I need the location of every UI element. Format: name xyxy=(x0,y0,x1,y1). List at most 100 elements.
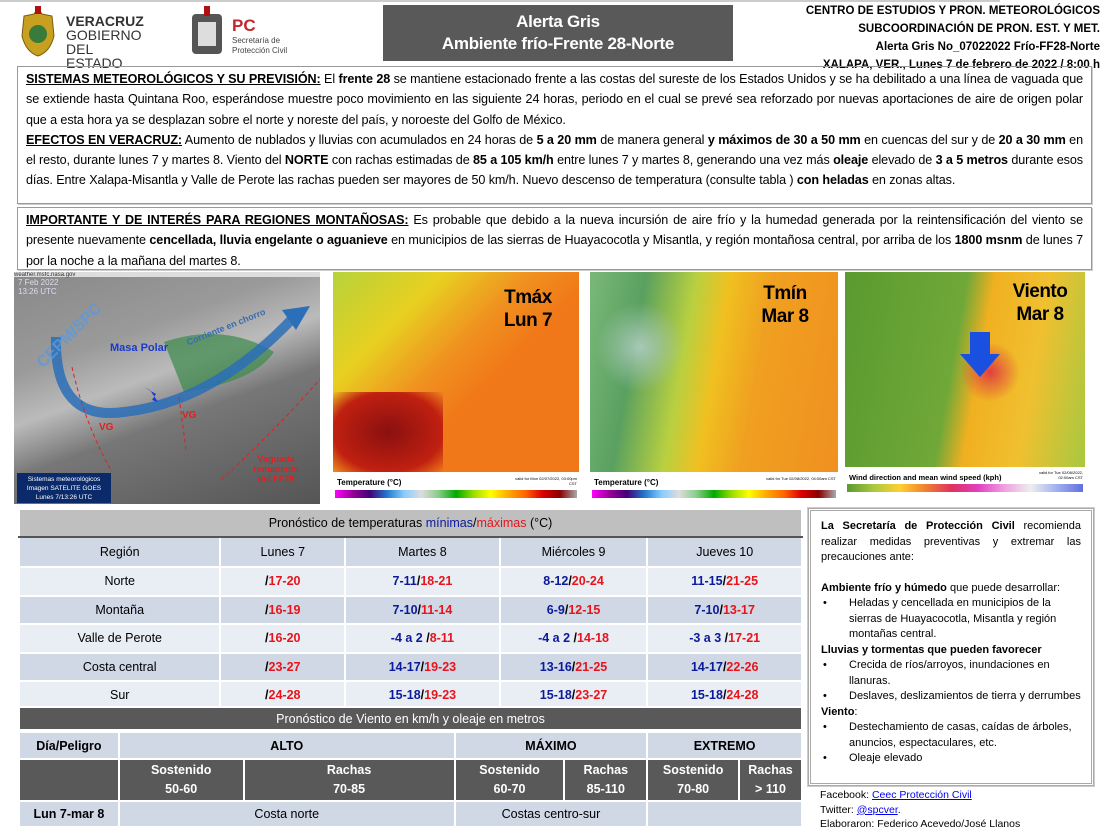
twitter-link[interactable]: @spcver xyxy=(856,803,898,816)
max-temp: 23-27 xyxy=(268,659,301,674)
temp-cell: 14-17/19-23 xyxy=(344,651,501,682)
threshold-value: > 110 xyxy=(755,782,786,796)
region-cell: Valle de Perote xyxy=(17,623,222,654)
logo-line: VERACRUZ xyxy=(66,13,144,29)
bold-text: NORTE xyxy=(284,153,329,168)
min-temp: -3 a 3 xyxy=(689,631,725,646)
pc-shield-icon xyxy=(192,6,222,54)
max-temp: 21-25 xyxy=(575,659,608,674)
paragraph: IMPORTANTE Y DE INTERÉS PARA REGIONES MO… xyxy=(26,210,1083,271)
text: elevado de xyxy=(868,153,936,168)
intro-bold: La Secretaría de Protección Civil xyxy=(821,520,1015,532)
separator: / xyxy=(573,631,577,646)
bold-text: 5 a 20 mm xyxy=(536,132,597,147)
separator: / xyxy=(265,659,269,674)
column-header: Miércoles 9 xyxy=(498,536,649,568)
facebook-link[interactable]: Ceec Protección Civil xyxy=(871,789,972,801)
threshold-value: 70-80 xyxy=(677,782,710,796)
max-temp: 8-11 xyxy=(429,631,455,646)
arrow-down-icon xyxy=(960,332,1000,377)
title-min: mínimas xyxy=(425,516,473,530)
twitter-label: Twitter: xyxy=(820,803,857,816)
region-cell: Montaña xyxy=(17,594,222,625)
intro-text: recomienda realizar medidas preventivas … xyxy=(821,520,1081,563)
title-max: máximas xyxy=(476,516,527,530)
source-label: weather.msfc.nasa.gov xyxy=(14,272,320,278)
threshold-type: Rachas xyxy=(748,763,793,777)
maximo-header: MÁXIMO xyxy=(453,730,649,760)
min-temp: 7-11 xyxy=(392,574,417,589)
temp-cell: 14-17/22-26 xyxy=(646,651,803,682)
footer: Facebook: Ceec Protección Civil Twitter:… xyxy=(820,788,1020,832)
threshold-type: Rachas xyxy=(583,763,629,777)
temp-cell: 6-9/12-15 xyxy=(498,594,649,625)
separator: / xyxy=(722,574,727,589)
max-temp: 24-28 xyxy=(726,688,759,703)
temp-cell: -4 a 2 /8-11 xyxy=(344,623,501,654)
max-temp: 16-19 xyxy=(268,602,301,617)
separator: / xyxy=(571,688,576,703)
max-temp: 22-26 xyxy=(726,659,759,674)
max-temp: 24-28 xyxy=(268,688,301,703)
caption-line: Lunes 7/13:26 UTC xyxy=(35,494,93,501)
min-temp: 11-15 xyxy=(691,574,723,589)
temp-cell: 7-10/11-14 xyxy=(344,594,501,625)
logo-line: GOBIERNO xyxy=(66,27,142,43)
satellite-image: weather.msfc.nasa.gov 7 Feb 2022 13:26 UT… xyxy=(14,272,320,504)
temp-cell: -4 a 2 /14-18 xyxy=(498,623,649,654)
threshold-value: 85-110 xyxy=(586,782,625,796)
vg-label: VG xyxy=(182,410,197,421)
threshold-type: Sostenido xyxy=(150,763,212,777)
threshold-cell: Rachas 70-85 xyxy=(242,758,456,802)
text: de manera general xyxy=(596,132,708,147)
separator: / xyxy=(416,574,421,589)
max-temp: 16-20 xyxy=(268,631,301,646)
list-item: Heladas y cencellada en municipios de la… xyxy=(821,596,1081,643)
max-temp: 20-24 xyxy=(571,574,604,589)
bold-text: 3 a 5 metros xyxy=(935,153,1008,168)
legend-title: Temperature (°C) xyxy=(337,478,402,487)
issuer-info: CENTRO DE ESTUDIOS Y PRON. METEOROLÓGICO… xyxy=(806,2,1100,74)
temp-cell: 13-16/21-25 xyxy=(498,651,649,682)
separator: / xyxy=(722,659,727,674)
table-row: Costa central/23-27 14-17/19-23 13-16/21-2… xyxy=(17,651,803,682)
twitter-end: . xyxy=(897,803,901,816)
caption-line: Imagen SATELITE GOES xyxy=(26,485,102,492)
max-temp: 13-17 xyxy=(722,602,755,617)
min-temp: 7-10 xyxy=(392,602,418,617)
vg-label: VG xyxy=(99,422,114,433)
text: en municipios de las sierras de Huayacoc… xyxy=(387,233,955,248)
table-row: Montaña/16-19 7-10/11-14 6-9/12-15 7-10/13-… xyxy=(17,594,803,625)
sat-time: 13:26 UTC xyxy=(18,287,57,296)
bold-text: frente 28 xyxy=(338,72,391,86)
separator: / xyxy=(571,659,576,674)
wind-row-extremo xyxy=(646,800,803,828)
min-temp: -4 a 2 xyxy=(538,631,574,646)
wind-row-maximo: Costas centro-sur xyxy=(453,800,649,828)
min-temp: 7-10 xyxy=(694,602,720,617)
recommendations-box: La Secretaría de Protección Civil recomi… xyxy=(807,507,1095,787)
threshold-cell: Rachas 85-110 xyxy=(563,758,649,802)
separator: / xyxy=(724,631,729,646)
threshold-cell: Sostenido 50-60 xyxy=(117,758,245,802)
facebook-label: Facebook: xyxy=(820,789,872,801)
min-temp: 13-16 xyxy=(539,659,572,674)
map-label: Tmín xyxy=(763,283,807,304)
threshold-type: Rachas xyxy=(326,763,372,777)
wind-row-alto: Costa norte xyxy=(117,800,456,828)
map-label: Tmáx xyxy=(504,287,552,308)
list-item: Deslaves, deslizamientos de tierra y der… xyxy=(821,689,1081,705)
title-unit: (°C) xyxy=(526,516,553,530)
map-label: Viento xyxy=(1012,281,1068,302)
list-item: Crecida de ríos/arroyos, inundaciones en… xyxy=(821,658,1081,689)
column-header: Martes 8 xyxy=(344,536,501,568)
text: Es probable que debido a la nueva incurs… xyxy=(26,213,1083,248)
temp-cell: 7-11/18-21 xyxy=(344,566,501,597)
valid-time: valid for Mon 02/07/2022, 03:00pm CST xyxy=(515,476,577,486)
text: durante esos días. Entre Xalapa-Misantla… xyxy=(26,153,1083,188)
title-sep: / xyxy=(472,516,477,530)
threshold-value: 70-85 xyxy=(333,782,366,796)
section-title: Lluvias y tormentas que pueden favorecer xyxy=(821,643,1042,656)
max-temp: 18-21 xyxy=(420,574,453,589)
temp-cell: /23-27 xyxy=(219,651,347,682)
